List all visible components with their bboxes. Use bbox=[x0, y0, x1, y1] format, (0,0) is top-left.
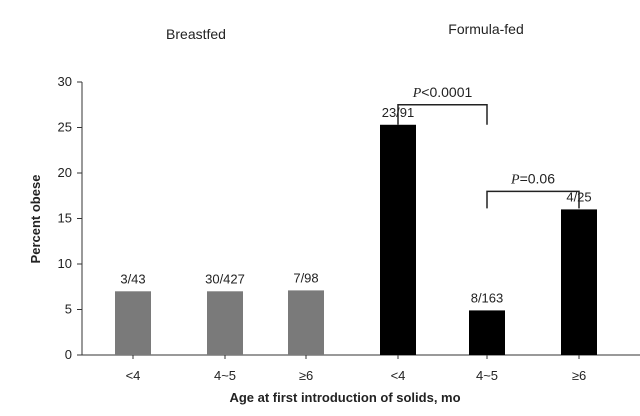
p-value-text: =0.06 bbox=[520, 170, 556, 186]
bar-data-label: 30/427 bbox=[205, 271, 245, 286]
y-tick-label: 10 bbox=[58, 256, 72, 271]
bar-data-label: 8/163 bbox=[471, 290, 504, 305]
bar bbox=[561, 209, 597, 355]
p-value-symbol: P bbox=[510, 172, 520, 187]
y-tick-label: 15 bbox=[58, 211, 72, 226]
group-label-formula-fed: Formula-fed bbox=[448, 21, 523, 37]
y-tick-label: 20 bbox=[58, 165, 72, 180]
significance-bracket bbox=[486, 190, 580, 209]
y-tick-label: 5 bbox=[65, 302, 72, 317]
x-tick-label: ≥6 bbox=[572, 368, 586, 383]
x-tick-label: 4~5 bbox=[214, 368, 236, 383]
bar-data-label: 3/43 bbox=[120, 271, 145, 286]
bar bbox=[380, 124, 416, 356]
group-label-breastfed: Breastfed bbox=[166, 26, 226, 42]
x-tick-label: <4 bbox=[391, 368, 406, 383]
bar bbox=[469, 310, 505, 355]
p-value-label: P<0.0001 bbox=[412, 84, 473, 101]
bar bbox=[207, 291, 243, 355]
bar bbox=[115, 291, 151, 355]
bar-data-label: 7/98 bbox=[293, 270, 318, 285]
y-tick-label: 25 bbox=[58, 120, 72, 135]
x-tick-label: <4 bbox=[126, 368, 141, 383]
p-value-text: <0.0001 bbox=[421, 84, 472, 100]
y-tick-label: 0 bbox=[65, 347, 72, 362]
bar bbox=[288, 290, 324, 355]
x-axis-title: Age at first introduction of solids, mo bbox=[229, 390, 460, 405]
x-tick-label: ≥6 bbox=[299, 368, 313, 383]
significance-bracket bbox=[397, 104, 488, 125]
y-tick-label: 30 bbox=[58, 74, 72, 89]
p-value-symbol: P bbox=[412, 86, 422, 101]
y-axis-title: Percent obese bbox=[28, 175, 43, 264]
x-tick-label: 4~5 bbox=[476, 368, 498, 383]
p-value-label: P=0.06 bbox=[510, 170, 555, 187]
